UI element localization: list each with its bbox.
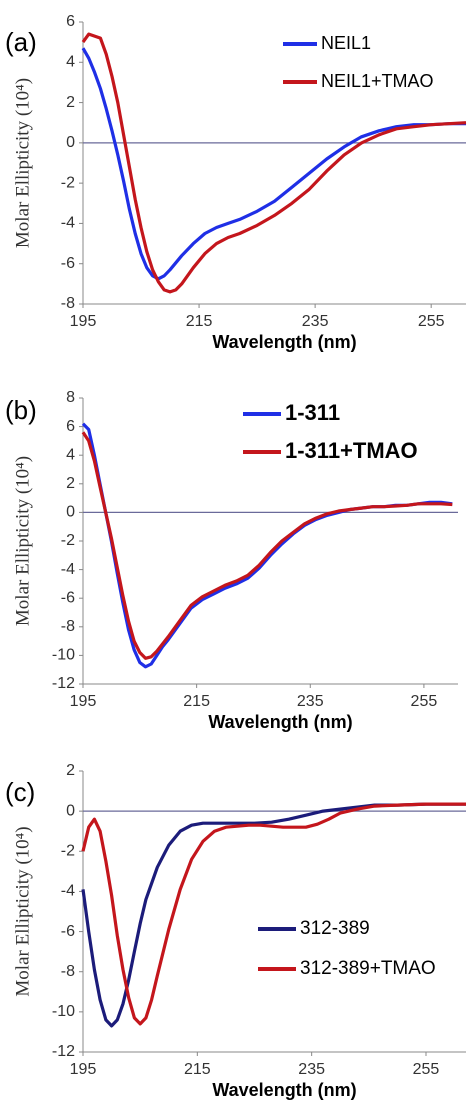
y-tick-label: -10 bbox=[52, 1003, 75, 1020]
y-tick-label: -4 bbox=[61, 883, 75, 900]
series-line-312-389 bbox=[81, 802, 466, 1028]
legend: NEIL1 NEIL1+TMAO bbox=[283, 33, 434, 91]
x-axis-title: Wavelength (nm) bbox=[212, 1080, 356, 1100]
chart-panel-b: (b) -12 -10 -8 -6 -4 -2 0 2 4 6 8 195 215 235 255 Wavele… bbox=[5, 389, 458, 732]
legend-label: 1-311+TMAO bbox=[285, 438, 418, 463]
x-tick-label: 215 bbox=[183, 693, 210, 710]
y-tick-label: -6 bbox=[61, 255, 75, 272]
series-line-1-311-tmao bbox=[81, 431, 453, 660]
y-tick-label: -2 bbox=[61, 174, 75, 191]
x-tick-label: 215 bbox=[186, 313, 213, 330]
x-tick-label: 195 bbox=[70, 693, 97, 710]
x-tick-label: 215 bbox=[184, 1061, 211, 1078]
y-tick-label: 2 bbox=[66, 475, 75, 492]
y-tick-label: -2 bbox=[61, 532, 75, 549]
y-tick-label: -12 bbox=[52, 1043, 75, 1060]
x-tick-label: 235 bbox=[302, 313, 329, 330]
y-tick-label: 6 bbox=[66, 418, 75, 435]
y-tick-label: -8 bbox=[61, 963, 75, 980]
legend-label: NEIL1+TMAO bbox=[321, 71, 434, 91]
y-tick-label: -8 bbox=[61, 295, 75, 312]
y-tick-label: 0 bbox=[66, 134, 75, 151]
series-line-312-389-tmao bbox=[81, 802, 466, 1026]
x-tick-label: 195 bbox=[70, 313, 97, 330]
x-tick-label: 235 bbox=[298, 1061, 325, 1078]
legend-label: 1-311 bbox=[285, 400, 340, 425]
chart-panel-c: (c) -12 -10 -8 -6 -4 -2 0 2 195 215 235 255 Wavelengt… bbox=[5, 762, 466, 1100]
y-tick-label: 8 bbox=[66, 389, 75, 406]
legend: 312-389 312-389+TMAO bbox=[258, 918, 436, 979]
x-tick-label: 235 bbox=[297, 693, 324, 710]
y-tick-label: -12 bbox=[52, 675, 75, 692]
x-tick-label: 255 bbox=[411, 693, 438, 710]
x-axis-title: Wavelength (nm) bbox=[212, 332, 356, 352]
legend-label: 312-389 bbox=[300, 918, 370, 939]
x-tick-label: 255 bbox=[413, 1061, 440, 1078]
y-tick-label: 2 bbox=[66, 94, 75, 111]
y-axis-title: Molar Ellipticity (10⁴) bbox=[12, 826, 33, 996]
y-axis-title: Molar Ellipticity (10⁴) bbox=[12, 456, 33, 626]
y-tick-label: -6 bbox=[61, 923, 75, 940]
y-tick-label: 6 bbox=[66, 13, 75, 30]
y-tick-label: 4 bbox=[66, 54, 75, 71]
y-tick-label: -2 bbox=[61, 843, 75, 860]
y-axis-title: Molar Ellipticity (10⁴) bbox=[12, 78, 33, 248]
y-tick-label: 4 bbox=[66, 446, 75, 463]
y-tick-label: 2 bbox=[66, 762, 75, 779]
panel-label: (b) bbox=[5, 395, 37, 425]
y-tick-label: -4 bbox=[61, 215, 75, 232]
y-tick-label: -4 bbox=[61, 561, 75, 578]
y-tick-label: -6 bbox=[61, 589, 75, 606]
panel-label: (a) bbox=[5, 27, 37, 57]
series-line-neil1 bbox=[81, 47, 466, 281]
y-tick-label: -8 bbox=[61, 618, 75, 635]
x-tick-label: 195 bbox=[70, 1061, 97, 1078]
x-tick-label: 255 bbox=[418, 313, 445, 330]
y-tick-label: 0 bbox=[66, 504, 75, 521]
legend-label: NEIL1 bbox=[321, 33, 371, 53]
x-axis-title: Wavelength (nm) bbox=[208, 712, 352, 732]
legend: 1-311 1-311+TMAO bbox=[243, 400, 418, 463]
panel-label: (c) bbox=[5, 777, 35, 807]
series-line-neil1-tmao bbox=[81, 32, 467, 294]
y-tick-label: -10 bbox=[52, 647, 75, 664]
legend-label: 312-389+TMAO bbox=[300, 958, 436, 979]
y-tick-label: 0 bbox=[66, 802, 75, 819]
chart-panel-a: (a) -8 -6 -4 -2 0 2 4 6 195 215 235 255 Wavelength (n… bbox=[5, 13, 467, 352]
